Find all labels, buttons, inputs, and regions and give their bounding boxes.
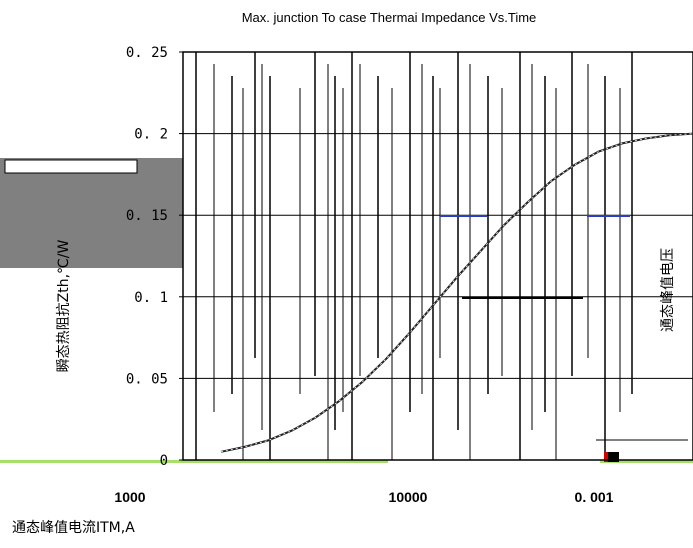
x-axis-label: 通态峰值电流ITM,A: [12, 520, 135, 536]
y-tick-label-2: 0. 15: [126, 208, 168, 224]
scan-artifacts: [0, 158, 693, 463]
chart-title: Max. junction To case Thermai Impedance …: [242, 10, 537, 25]
x-tick-label-0: 1000: [114, 489, 145, 505]
y-tick-label-0: 0. 25: [126, 45, 168, 61]
y-tick-label-3: 0. 1: [134, 290, 168, 306]
plot-frame: [182, 51, 693, 461]
right-axis-label: 通态峰值电压: [660, 248, 676, 332]
green-baseline-right: [600, 460, 693, 463]
grid-lines: [183, 52, 693, 460]
y-axis-ticks: 0. 25 0. 2 0. 15 0. 1 0. 05 0: [126, 45, 183, 469]
white-box: [4, 159, 138, 174]
gray-block: [0, 158, 183, 268]
x-axis-ticks: 1000 10000 0. 001: [114, 489, 613, 505]
green-baseline-left: [0, 460, 388, 463]
y-tick-label-1: 0. 2: [134, 127, 168, 143]
y-axis-label: 瞬态热阻抗Zth,℃/W: [56, 240, 72, 373]
x-tick-label-2: 0. 001: [575, 489, 614, 505]
red-mark: [604, 452, 608, 462]
series-highlight-0: [220, 133, 693, 453]
y-tick-label-5: 0: [160, 453, 168, 469]
series-line-0: [220, 132, 693, 453]
series-layer: [220, 132, 693, 453]
y-tick-label-4: 0. 05: [126, 371, 168, 387]
x-tick-label-1: 10000: [389, 489, 428, 505]
dark-block: [604, 452, 619, 462]
